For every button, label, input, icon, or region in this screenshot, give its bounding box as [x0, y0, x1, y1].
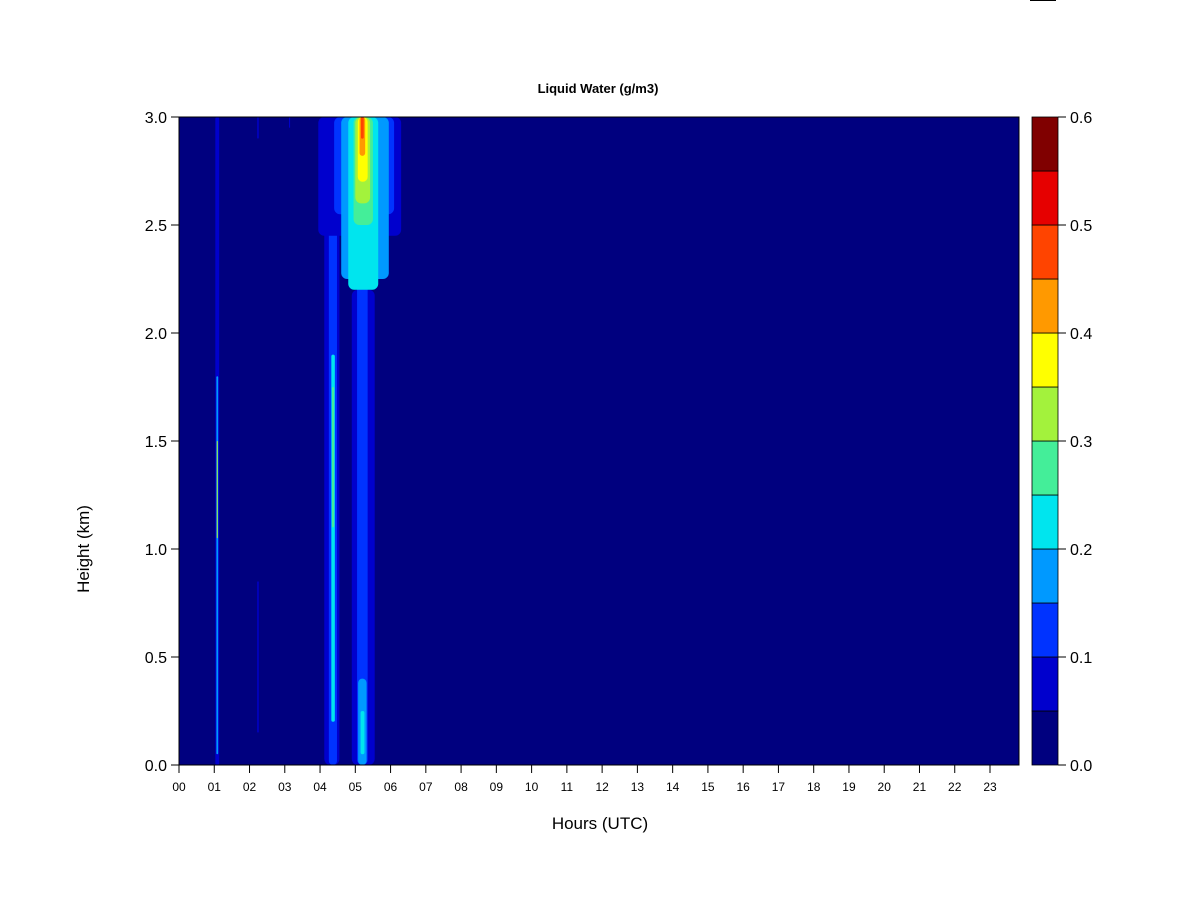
x-tick-label: 20	[878, 780, 892, 794]
contour-column-0420-peak	[332, 387, 335, 528]
contour-narrow-peak-0110	[216, 441, 218, 539]
x-tick-label: 14	[666, 780, 680, 794]
colorbar-tick-label: 0.6	[1070, 110, 1092, 127]
plot-features	[215, 117, 402, 765]
x-tick-label: 06	[384, 780, 398, 794]
x-tick-label: 23	[983, 780, 997, 794]
x-tick-label: 08	[454, 780, 468, 794]
x-tick-label: 22	[948, 780, 962, 794]
x-axis-label: Hours (UTC)	[552, 814, 648, 833]
x-tick-label: 09	[490, 780, 504, 794]
contour-plume-top-level8	[360, 117, 364, 139]
x-tick-label: 03	[278, 780, 292, 794]
x-axis: 00 01 02 03 04 05 06 07 08 09 10 11 12 13 14 15 16 17 18 19…	[172, 765, 997, 794]
y-tick-label: 2.5	[145, 218, 167, 235]
x-tick-label: 12	[595, 780, 609, 794]
colorbar-segment	[1031, 332, 1059, 388]
x-tick-label: 19	[842, 780, 856, 794]
x-tick-label: 16	[736, 780, 750, 794]
corner-mark	[1030, 0, 1056, 1]
y-tick-label: 1.5	[145, 434, 167, 451]
colorbar-segment	[1031, 224, 1059, 280]
contour-faint-line-0310	[289, 117, 291, 128]
colorbar-segment	[1031, 278, 1059, 334]
y-tick-label: 1.0	[145, 542, 167, 559]
x-tick-label: 02	[243, 780, 257, 794]
colorbar-tick-label: 0.4	[1070, 326, 1092, 343]
x-tick-label: 18	[807, 780, 821, 794]
colorbar: 0.0 0.1 0.2 0.3 0.4 0.5 0.6	[1031, 110, 1092, 775]
colorbar-segment	[1031, 710, 1059, 766]
y-axis: 0.0 0.5 1.0 1.5 2.0 2.5 3.0	[145, 110, 179, 775]
colorbar-tick-label: 0.2	[1070, 542, 1092, 559]
y-tick-label: 0.0	[145, 758, 167, 775]
x-tick-label: 17	[772, 780, 786, 794]
y-tick-label: 2.0	[145, 326, 167, 343]
x-tick-label: 00	[172, 780, 186, 794]
y-tick-label: 3.0	[145, 110, 167, 127]
x-tick-label: 01	[208, 780, 222, 794]
y-tick-label: 0.5	[145, 650, 167, 667]
contour-faint-line-0220a	[257, 581, 259, 733]
colorbar-segment	[1031, 170, 1059, 226]
colorbar-segment	[1031, 386, 1059, 442]
x-tick-label: 07	[419, 780, 433, 794]
colorbar-tick-label: 0.3	[1070, 434, 1092, 451]
contour-column-0515-base-peak	[360, 711, 365, 755]
x-tick-label: 13	[631, 780, 645, 794]
colorbar-tick-label: 0.1	[1070, 650, 1092, 667]
plot-background	[179, 117, 1019, 765]
plot-area	[178, 116, 1020, 766]
x-tick-label: 04	[313, 780, 327, 794]
x-tick-label: 11	[561, 780, 574, 794]
x-tick-label: 05	[349, 780, 363, 794]
x-tick-label: 15	[701, 780, 715, 794]
colorbar-segment	[1031, 440, 1059, 496]
colorbar-segment	[1031, 116, 1059, 172]
colorbar-segment	[1031, 602, 1059, 658]
contour-narrow-core-0110	[216, 376, 219, 755]
chart-title: Liquid Water (g/m3)	[538, 81, 659, 96]
y-axis-label: Height (km)	[74, 505, 93, 593]
x-tick-label: 21	[913, 780, 927, 794]
contour-faint-line-0220b	[257, 117, 259, 139]
colorbar-tick-label: 0.5	[1070, 218, 1092, 235]
colorbar-tick-label: 0.0	[1070, 758, 1092, 775]
colorbar-segment	[1031, 656, 1059, 712]
colorbar-segment	[1031, 548, 1059, 604]
x-tick-label: 10	[525, 780, 539, 794]
colorbar-segment	[1031, 494, 1059, 550]
